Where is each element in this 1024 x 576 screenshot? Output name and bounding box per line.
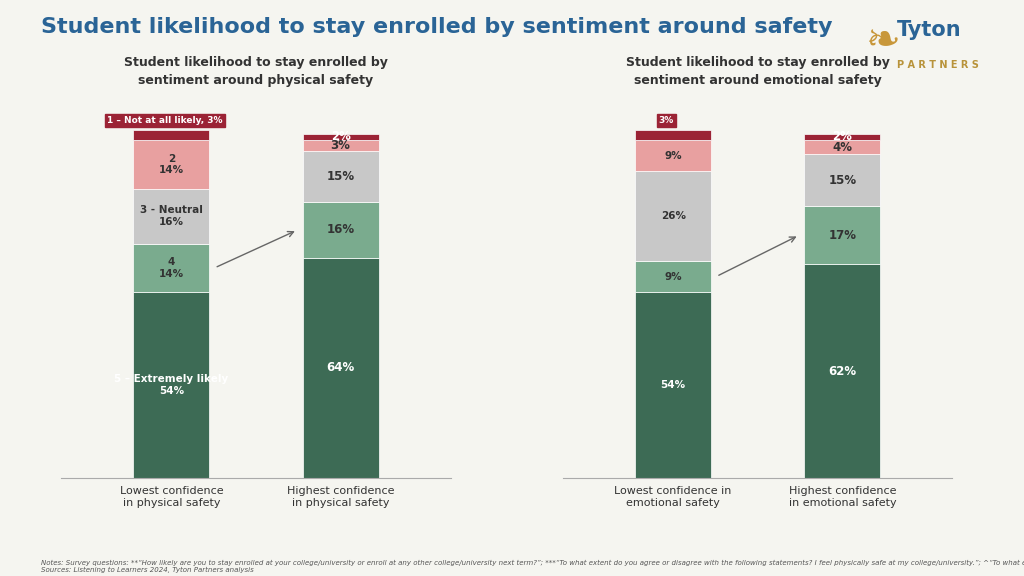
Bar xyxy=(302,257,379,478)
Text: 1 – Not at all likely, 3%: 1 – Not at all likely, 3% xyxy=(106,116,222,125)
Text: 3 - Neutral
16%: 3 - Neutral 16% xyxy=(140,206,203,227)
Text: ❧: ❧ xyxy=(865,20,900,62)
Text: 3%: 3% xyxy=(331,139,350,152)
Bar xyxy=(133,244,210,292)
Bar xyxy=(804,141,881,154)
Text: 16%: 16% xyxy=(327,223,354,237)
Bar xyxy=(302,151,379,202)
Text: 26%: 26% xyxy=(660,211,686,221)
Bar xyxy=(302,141,379,151)
Text: P A R T N E R S: P A R T N E R S xyxy=(897,60,979,70)
Text: 17%: 17% xyxy=(828,229,856,242)
Text: 3%: 3% xyxy=(658,116,674,125)
Text: 2%: 2% xyxy=(833,130,852,143)
Bar xyxy=(302,134,379,141)
Text: 9%: 9% xyxy=(665,151,682,161)
Title: Student likelihood to stay enrolled by
sentiment around emotional safety: Student likelihood to stay enrolled by s… xyxy=(626,56,890,87)
Bar xyxy=(804,134,881,141)
Bar xyxy=(133,141,210,189)
Bar xyxy=(635,172,712,261)
Bar xyxy=(804,154,881,206)
Text: 62%: 62% xyxy=(828,365,856,378)
Text: 15%: 15% xyxy=(828,173,856,187)
Bar xyxy=(635,292,712,478)
Text: Student likelihood to stay enrolled by sentiment around safety: Student likelihood to stay enrolled by s… xyxy=(41,17,833,37)
Text: 2%: 2% xyxy=(331,130,350,143)
Bar xyxy=(635,130,712,141)
Text: 5 – Extremely likely
54%: 5 – Extremely likely 54% xyxy=(115,374,228,396)
Bar xyxy=(635,141,712,172)
Text: 4%: 4% xyxy=(833,141,852,154)
Text: 54%: 54% xyxy=(660,380,686,390)
Text: Tyton: Tyton xyxy=(897,20,962,40)
Bar xyxy=(635,261,712,292)
Text: 64%: 64% xyxy=(327,361,354,374)
Text: 9%: 9% xyxy=(665,271,682,282)
Text: 15%: 15% xyxy=(327,170,354,183)
Bar xyxy=(804,264,881,478)
Title: Student likelihood to stay enrolled by
sentiment around physical safety: Student likelihood to stay enrolled by s… xyxy=(124,56,388,87)
Text: 2
14%: 2 14% xyxy=(159,154,184,175)
Bar xyxy=(804,206,881,264)
Text: 4
14%: 4 14% xyxy=(159,257,184,279)
Bar xyxy=(302,202,379,257)
Bar xyxy=(133,189,210,244)
Bar xyxy=(133,130,210,141)
Text: Notes: Survey questions: **“How likely are you to stay enrolled at your college/: Notes: Survey questions: **“How likely a… xyxy=(41,559,1024,573)
Bar xyxy=(133,292,210,478)
